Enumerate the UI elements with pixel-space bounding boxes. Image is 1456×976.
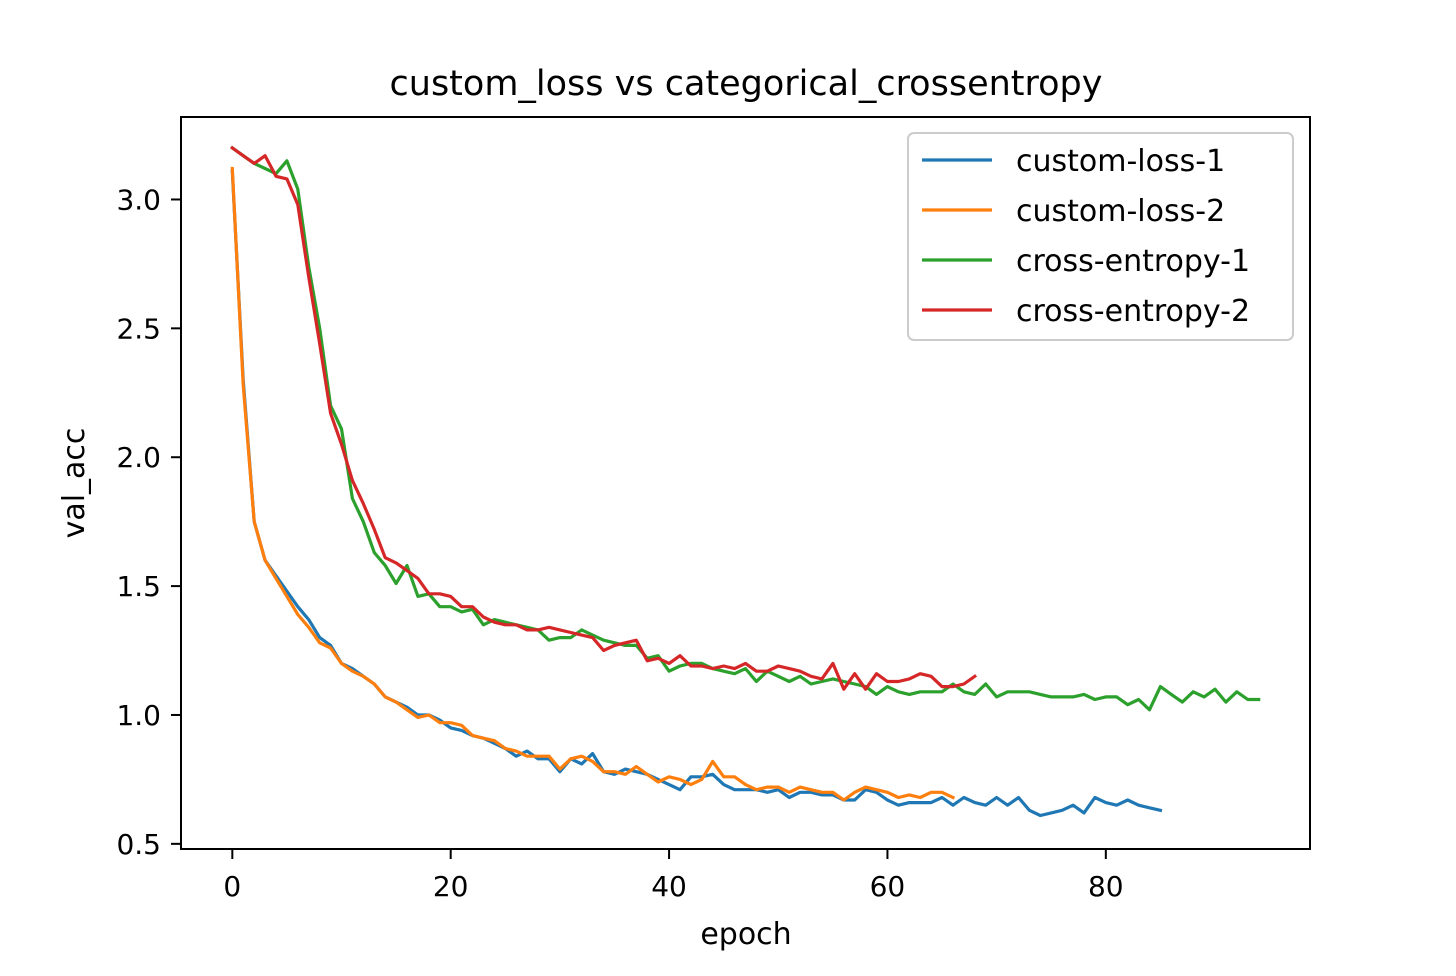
y-tick-label: 2.5 — [116, 312, 161, 345]
plot-frame — [180, 116, 1311, 850]
legend: custom-loss-1 custom-loss-2 cross-entropy-… — [907, 132, 1294, 341]
y-tick-label: 2.0 — [116, 441, 161, 474]
y-tick-label: 3.0 — [116, 183, 161, 216]
y-axis: 0.5 1.0 1.5 2.0 2.5 3.0 — [116, 183, 181, 861]
legend-label: cross-entropy-2 — [1016, 294, 1250, 329]
x-axis-label: epoch — [700, 917, 791, 952]
legend-label: cross-entropy-1 — [1016, 244, 1250, 279]
y-axis-label: val_acc — [57, 428, 92, 539]
legend-frame — [907, 132, 1294, 341]
y-tick-label: 1.0 — [116, 699, 161, 732]
x-axis: 0 20 40 60 80 — [223, 849, 1124, 903]
chart-title: custom_loss vs categorical_crossentropy — [390, 64, 1103, 104]
series-line-custom-loss-2 — [230, 166, 956, 802]
x-tick-label: 40 — [651, 870, 687, 903]
x-tick-label: 20 — [433, 870, 469, 903]
series-layer — [230, 145, 1261, 818]
x-tick-label: 60 — [870, 870, 906, 903]
series-line-cross-entropy-2 — [230, 145, 978, 691]
x-tick-label: 80 — [1088, 870, 1124, 903]
y-tick-label: 0.5 — [116, 828, 161, 861]
legend-label: custom-loss-1 — [1016, 144, 1225, 179]
x-tick-label: 0 — [223, 870, 241, 903]
legend-label: custom-loss-2 — [1016, 194, 1225, 229]
y-tick-label: 1.5 — [116, 570, 161, 603]
series-line-cross-entropy-1 — [230, 145, 1261, 712]
legend-items: custom-loss-1 custom-loss-2 cross-entropy-… — [922, 144, 1250, 329]
